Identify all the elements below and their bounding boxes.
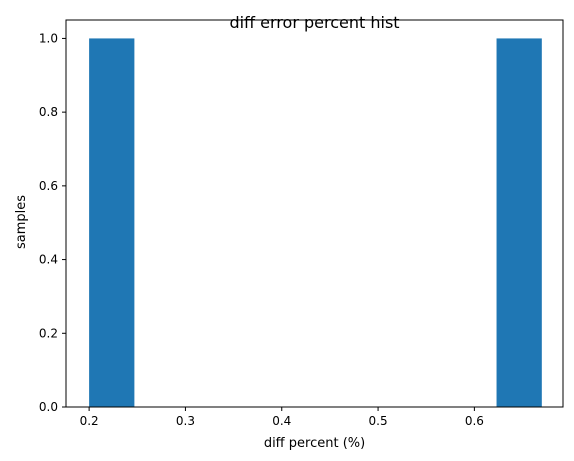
chart-title: diff error percent hist [229, 13, 399, 32]
plot-area-frame [65, 19, 564, 408]
x-axis-ticks: 0.2 0.3 0.4 0.5 0.6 [80, 407, 484, 428]
x-tick-label: 0.4 [272, 414, 291, 428]
bars-group [89, 38, 542, 408]
y-tick-label: 0.8 [39, 105, 58, 119]
x-tick-label: 0.6 [465, 414, 484, 428]
y-tick-label: 1.0 [39, 31, 58, 45]
y-tick-label: 0.4 [39, 253, 58, 267]
y-axis-label: samples [14, 195, 29, 249]
x-axis-label: diff percent (%) [264, 436, 365, 451]
histogram-bar-0 [89, 38, 135, 408]
y-tick-label: 0.2 [39, 326, 58, 340]
x-tick-label: 0.2 [80, 414, 99, 428]
histogram-bar-9 [496, 38, 542, 408]
x-tick-label: 0.3 [176, 414, 195, 428]
y-tick-label: 0.0 [39, 400, 58, 414]
x-tick-label: 0.5 [369, 414, 388, 428]
y-tick-label: 0.6 [39, 179, 58, 193]
y-axis-ticks: 0.0 0.2 0.4 0.6 0.8 1.0 [39, 31, 66, 414]
